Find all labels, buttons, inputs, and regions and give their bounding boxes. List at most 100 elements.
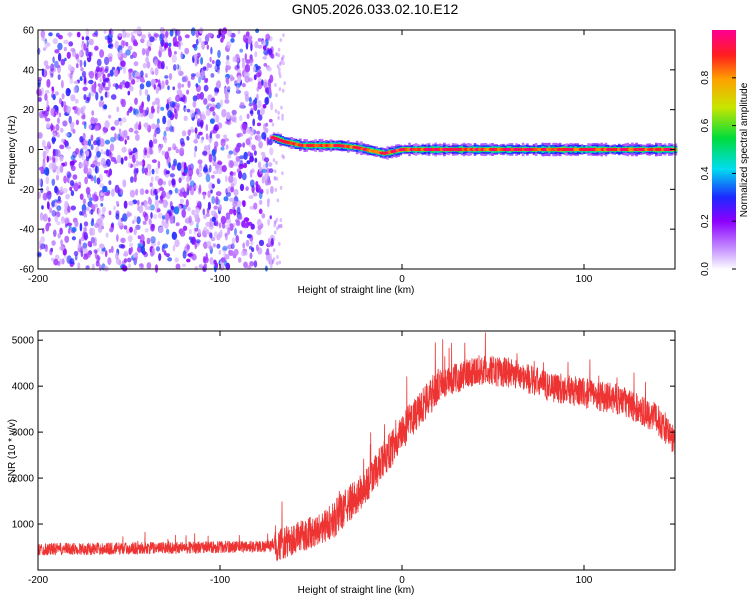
noise-speckle (173, 206, 180, 215)
noise-speckle (268, 138, 273, 146)
noise-speckle (142, 220, 147, 225)
noise-speckle (267, 179, 272, 186)
noise-speckle (241, 60, 246, 69)
noise-speckle (215, 191, 222, 197)
noise-speckle (249, 179, 255, 188)
noise-speckle (274, 188, 278, 192)
noise-speckle (209, 164, 212, 173)
colorbar-swatch (712, 93, 736, 97)
noise-speckle (233, 189, 239, 196)
noise-speckle (184, 47, 190, 55)
noise-speckle (276, 226, 279, 231)
noise-speckle (102, 83, 106, 88)
noise-speckle (98, 100, 103, 108)
noise-speckle (66, 51, 71, 59)
noise-speckle (249, 96, 252, 104)
noise-speckle (205, 133, 209, 140)
noise-speckle (269, 256, 273, 265)
noise-speckle (82, 209, 87, 215)
chart-title: GN05.2026.033.02.10.E12 (292, 1, 459, 17)
noise-speckle (279, 62, 282, 67)
noise-speckle (181, 83, 184, 88)
noise-speckle (238, 171, 243, 179)
colorbar-swatch (712, 229, 736, 232)
noise-speckle (155, 194, 159, 201)
noise-speckle (56, 166, 61, 175)
colorbar-swatch (712, 125, 736, 129)
noise-speckle (79, 222, 83, 232)
noise-speckle (281, 57, 284, 62)
noise-speckle (158, 226, 164, 233)
noise-speckle (82, 86, 88, 92)
colorbar-swatch (712, 247, 736, 250)
noise-speckle (163, 130, 167, 138)
colorbar-swatch (712, 149, 736, 153)
noise-speckle (88, 174, 93, 179)
noise-speckle (244, 53, 247, 61)
noise-speckle (117, 133, 121, 141)
noise-speckle (198, 200, 201, 206)
noise-speckle (208, 137, 212, 144)
noise-speckle (252, 118, 256, 127)
noise-speckle (257, 161, 262, 169)
noise-speckle (152, 101, 156, 106)
noise-speckle (198, 264, 203, 269)
colorbar-swatch (712, 95, 736, 99)
noise-speckle (184, 107, 187, 112)
colorbar-swatch (712, 211, 736, 214)
colorbar-swatch (712, 59, 736, 63)
noise-speckle (267, 79, 272, 88)
noise-speckle (42, 139, 46, 148)
noise-speckle (71, 236, 76, 241)
noise-speckle (54, 201, 58, 208)
noise-speckle (40, 169, 45, 175)
noise-speckle (153, 213, 158, 220)
noise-speckle (165, 191, 171, 200)
colorbar-swatch (712, 215, 736, 218)
noise-speckle (117, 222, 124, 226)
noise-speckle (219, 229, 223, 238)
noise-speckle (129, 242, 133, 247)
colorbar-swatch (712, 47, 736, 51)
noise-speckle (162, 180, 166, 186)
noise-speckle (278, 67, 281, 72)
noise-speckle (202, 43, 205, 48)
noise-speckle (65, 193, 70, 200)
colorbar-swatch (712, 187, 736, 190)
noise-speckle (233, 248, 239, 256)
noise-speckle (263, 49, 269, 56)
noise-speckle (41, 110, 46, 115)
noise-speckle (109, 143, 115, 152)
colorbar-swatch (712, 209, 736, 212)
noise-speckle (85, 36, 90, 41)
noise-speckle (264, 97, 269, 105)
noise-speckle (261, 132, 267, 140)
noise-speckle (187, 206, 191, 212)
noise-speckle (75, 119, 79, 126)
colorbar-swatch (712, 165, 736, 169)
noise-speckle (174, 239, 180, 248)
noise-speckle (92, 32, 98, 37)
noise-speckle (83, 221, 89, 227)
noise-speckle (238, 132, 244, 137)
noise-speckle (37, 178, 42, 187)
noise-speckle (246, 160, 251, 165)
noise-speckle (154, 97, 160, 106)
noise-speckle (237, 75, 242, 84)
noise-speckle (198, 76, 201, 84)
noise-speckle (77, 243, 82, 249)
noise-speckle (63, 46, 67, 52)
noise-speckle (65, 132, 70, 137)
noise-speckle (40, 29, 45, 39)
x-tick-label: -200 (28, 575, 48, 586)
noise-speckle (265, 251, 270, 256)
noise-speckle (139, 263, 144, 267)
noise-speckle (211, 216, 217, 223)
noise-speckle (45, 146, 49, 154)
noise-speckle (64, 57, 67, 62)
noise-speckle (239, 115, 243, 122)
noise-speckle (275, 261, 279, 266)
colorbar-swatch (712, 255, 736, 258)
noise-speckle (46, 155, 49, 163)
